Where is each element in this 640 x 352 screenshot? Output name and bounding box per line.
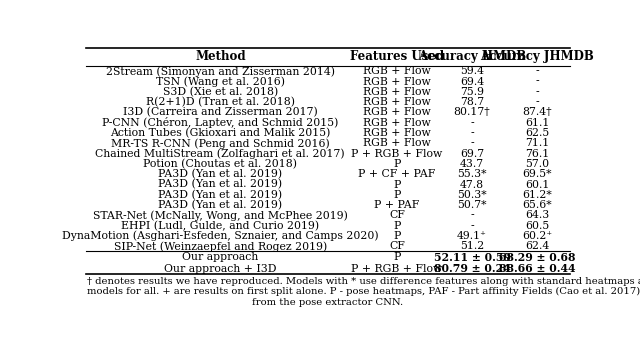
Text: -: - (470, 128, 474, 138)
Text: RGB + Flow: RGB + Flow (363, 118, 431, 128)
Text: 80.79 ± 0.24: 80.79 ± 0.24 (434, 263, 510, 274)
Text: MR-TS R-CNN (Peng and Schmid 2016): MR-TS R-CNN (Peng and Schmid 2016) (111, 138, 330, 149)
Text: P: P (394, 231, 401, 241)
Text: -: - (536, 66, 539, 76)
Text: -: - (470, 118, 474, 128)
Text: 61.2*: 61.2* (522, 190, 552, 200)
Text: -: - (470, 210, 474, 220)
Text: -: - (536, 87, 539, 97)
Text: TSN (Wang et al. 2016): TSN (Wang et al. 2016) (156, 76, 285, 87)
Text: 69.4: 69.4 (460, 76, 484, 87)
Text: 50.7*: 50.7* (457, 200, 487, 210)
Text: RGB + Flow: RGB + Flow (363, 76, 431, 87)
Text: CF: CF (389, 210, 405, 220)
Text: P + CF + PAF: P + CF + PAF (358, 169, 436, 179)
Text: 60.5: 60.5 (525, 221, 550, 231)
Text: 88.66 ± 0.44: 88.66 ± 0.44 (499, 263, 575, 274)
Text: 2Stream (Simonyan and Zisserman 2014): 2Stream (Simonyan and Zisserman 2014) (106, 66, 335, 76)
Text: P-CNN (Chéron, Laptev, and Schmid 2015): P-CNN (Chéron, Laptev, and Schmid 2015) (102, 117, 339, 128)
Text: 61.1: 61.1 (525, 118, 550, 128)
Text: Our approach: Our approach (182, 252, 259, 262)
Text: PA3D (Yan et al. 2019): PA3D (Yan et al. 2019) (158, 190, 282, 200)
Text: 47.8: 47.8 (460, 180, 484, 189)
Text: P + RGB + Flow: P + RGB + Flow (351, 264, 443, 274)
Text: Method: Method (195, 50, 246, 63)
Text: 60.1: 60.1 (525, 180, 550, 189)
Text: 50.3*: 50.3* (457, 190, 487, 200)
Text: I3D (Carreira and Zisserman 2017): I3D (Carreira and Zisserman 2017) (123, 107, 317, 118)
Text: -: - (536, 76, 539, 87)
Text: 64.3: 64.3 (525, 210, 550, 220)
Text: Accuracy HMDB: Accuracy HMDB (418, 50, 526, 63)
Text: RGB + Flow: RGB + Flow (363, 138, 431, 148)
Text: Accuracy JHMDB: Accuracy JHMDB (481, 50, 595, 63)
Text: -: - (536, 97, 539, 107)
Text: RGB + Flow: RGB + Flow (363, 66, 431, 76)
Text: 69.5*: 69.5* (523, 169, 552, 179)
Text: R(2+1)D (Tran et al. 2018): R(2+1)D (Tran et al. 2018) (146, 97, 295, 107)
Text: P: P (394, 190, 401, 200)
Text: 68.29 ± 0.68: 68.29 ± 0.68 (499, 252, 575, 263)
Text: STAR-Net (McNally, Wong, and McPhee 2019): STAR-Net (McNally, Wong, and McPhee 2019… (93, 210, 348, 221)
Text: RGB + Flow: RGB + Flow (363, 107, 431, 118)
Text: Action Tubes (Gkioxari and Malik 2015): Action Tubes (Gkioxari and Malik 2015) (110, 128, 330, 138)
Text: RGB + Flow: RGB + Flow (363, 128, 431, 138)
Text: Features Used: Features Used (350, 50, 444, 63)
Text: -: - (470, 221, 474, 231)
Text: 51.2: 51.2 (460, 241, 484, 251)
Text: P + RGB + Flow: P + RGB + Flow (351, 149, 443, 159)
Text: SIP-Net (Weinzaepfel and Rogez 2019): SIP-Net (Weinzaepfel and Rogez 2019) (114, 241, 327, 252)
Text: DynaMotion (Asghari-Esfeden, Sznaier, and Camps 2020): DynaMotion (Asghari-Esfeden, Sznaier, an… (62, 231, 379, 241)
Text: RGB + Flow: RGB + Flow (363, 87, 431, 97)
Text: Chained MultiStream (Zolfaghari et al. 2017): Chained MultiStream (Zolfaghari et al. 2… (95, 148, 345, 159)
Text: 43.7: 43.7 (460, 159, 484, 169)
Text: PA3D (Yan et al. 2019): PA3D (Yan et al. 2019) (158, 200, 282, 210)
Text: 87.4†: 87.4† (522, 107, 552, 118)
Text: P: P (394, 159, 401, 169)
Text: 71.1: 71.1 (525, 138, 550, 148)
Text: 76.1: 76.1 (525, 149, 550, 159)
Text: Our approach + I3D: Our approach + I3D (164, 264, 276, 274)
Text: † denotes results we have reproduced. Models with * use difference features alon: † denotes results we have reproduced. Mo… (87, 277, 640, 286)
Text: 49.1⁺: 49.1⁺ (457, 231, 487, 241)
Text: 55.3*: 55.3* (457, 169, 487, 179)
Text: 80.17†: 80.17† (454, 107, 490, 118)
Text: CF: CF (389, 241, 405, 251)
Text: RGB + Flow: RGB + Flow (363, 97, 431, 107)
Text: models for all. + are results on first split alone. P - pose heatmaps, PAF - Par: models for all. + are results on first s… (87, 287, 640, 296)
Text: -: - (470, 138, 474, 148)
Text: 59.4: 59.4 (460, 66, 484, 76)
Text: 60.2⁺: 60.2⁺ (522, 231, 552, 241)
Text: 52.11 ± 0.59: 52.11 ± 0.59 (433, 252, 511, 263)
Text: P + PAF: P + PAF (374, 200, 420, 210)
Text: 57.0: 57.0 (525, 159, 549, 169)
Text: 69.7: 69.7 (460, 149, 484, 159)
Text: PA3D (Yan et al. 2019): PA3D (Yan et al. 2019) (158, 180, 282, 190)
Text: EHPI (Ludl, Gulde, and Curio 2019): EHPI (Ludl, Gulde, and Curio 2019) (121, 221, 319, 231)
Text: 65.6*: 65.6* (522, 200, 552, 210)
Text: P: P (394, 252, 401, 262)
Text: from the pose extractor CNN.: from the pose extractor CNN. (252, 298, 404, 307)
Text: Potion (Choutas et al. 2018): Potion (Choutas et al. 2018) (143, 159, 298, 169)
Text: S3D (Xie et al. 2018): S3D (Xie et al. 2018) (163, 87, 278, 97)
Text: 62.5: 62.5 (525, 128, 550, 138)
Text: P: P (394, 180, 401, 189)
Text: 78.7: 78.7 (460, 97, 484, 107)
Text: PA3D (Yan et al. 2019): PA3D (Yan et al. 2019) (158, 169, 282, 180)
Text: 62.4: 62.4 (525, 241, 550, 251)
Text: 75.9: 75.9 (460, 87, 484, 97)
Text: P: P (394, 221, 401, 231)
